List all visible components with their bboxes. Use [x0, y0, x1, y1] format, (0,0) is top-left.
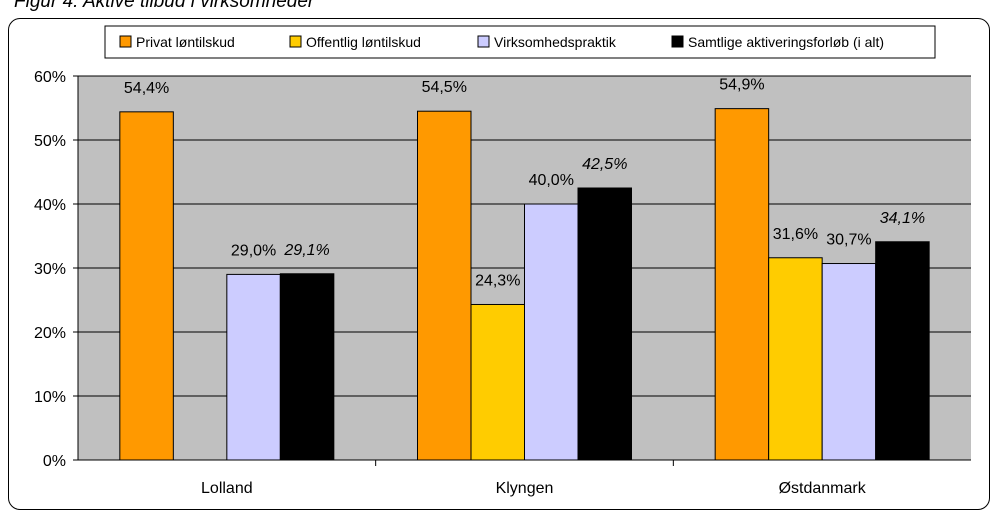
data-label-virksomhedspraktik-lolland: 29,0% [231, 242, 276, 259]
data-label-virksomhedspraktik-ostdanmark: 30,7% [826, 232, 871, 249]
y-tick-label: 50% [34, 133, 66, 150]
data-label-samtlige-aktiveringsforlob-i-alt-ostdanmark: 34,1% [880, 210, 925, 227]
y-tick-label: 30% [34, 261, 66, 278]
bar-samtlige-aktiveringsforlob-i-alt-ostdanmark [875, 241, 930, 461]
y-tick-label: 40% [34, 197, 66, 214]
legend-label-offentlig-lontilskud: Offentlig løntilskud [306, 34, 421, 50]
bar-virksomhedspraktik-klyngen [524, 203, 579, 461]
page-title: Figur 4: Aktive tilbud i virksomheder [14, 0, 315, 12]
legend-swatch-offentlig-lontilskud [289, 35, 302, 48]
y-tick-label: 0% [43, 453, 66, 470]
data-label-privat-lontilskud-ostdanmark: 54,9% [719, 77, 764, 94]
y-tick-label: 60% [34, 69, 66, 86]
data-label-privat-lontilskud-klyngen: 54,5% [422, 79, 467, 96]
legend [104, 25, 936, 59]
bar-offentlig-lontilskud-ostdanmark [768, 257, 823, 461]
data-label-offentlig-lontilskud-ostdanmark: 31,6% [773, 226, 818, 243]
bar-virksomhedspraktik-lolland [226, 273, 281, 461]
category-label: Klyngen [496, 480, 554, 497]
legend-label-samtlige-aktiveringsforlob-i-alt: Samtlige aktiveringsforløb (i alt) [688, 34, 884, 50]
bar-privat-lontilskud-lolland [119, 111, 174, 461]
data-label-samtlige-aktiveringsforlob-i-alt-lolland: 29,1% [283, 242, 329, 259]
legend-swatch-privat-lontilskud [119, 35, 132, 48]
bar-virksomhedspraktik-ostdanmark [821, 263, 877, 461]
bar-privat-lontilskud-ostdanmark [714, 108, 770, 461]
legend-label-privat-lontilskud: Privat løntilskud [136, 34, 235, 50]
data-label-virksomhedspraktik-klyngen: 40,0% [529, 172, 574, 189]
data-label-privat-lontilskud-lolland: 54,4% [124, 80, 169, 97]
bar-offentlig-lontilskud-klyngen [470, 303, 525, 461]
y-tick-label: 10% [34, 389, 66, 406]
bar-privat-lontilskud-klyngen [417, 110, 472, 461]
data-label-samtlige-aktiveringsforlob-i-alt-klyngen: 42,5% [582, 156, 627, 173]
bar-samtlige-aktiveringsforlob-i-alt-lolland [279, 273, 335, 461]
category-label: Østdanmark [779, 480, 867, 497]
legend-label-virksomhedspraktik: Virksomhedspraktik [494, 34, 617, 50]
y-tick-label: 20% [34, 325, 66, 342]
legend-swatch-samtlige-aktiveringsforlob-i-alt [671, 35, 684, 48]
category-label: Lolland [201, 480, 253, 497]
bar-samtlige-aktiveringsforlob-i-alt-klyngen [577, 187, 632, 461]
legend-swatch-virksomhedspraktik [477, 35, 490, 48]
data-label-offentlig-lontilskud-klyngen: 24,3% [475, 272, 520, 289]
